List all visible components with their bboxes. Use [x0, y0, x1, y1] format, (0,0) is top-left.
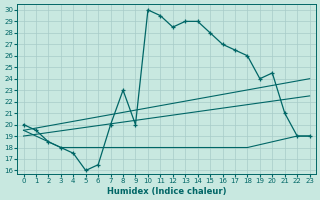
X-axis label: Humidex (Indice chaleur): Humidex (Indice chaleur) [107, 187, 226, 196]
